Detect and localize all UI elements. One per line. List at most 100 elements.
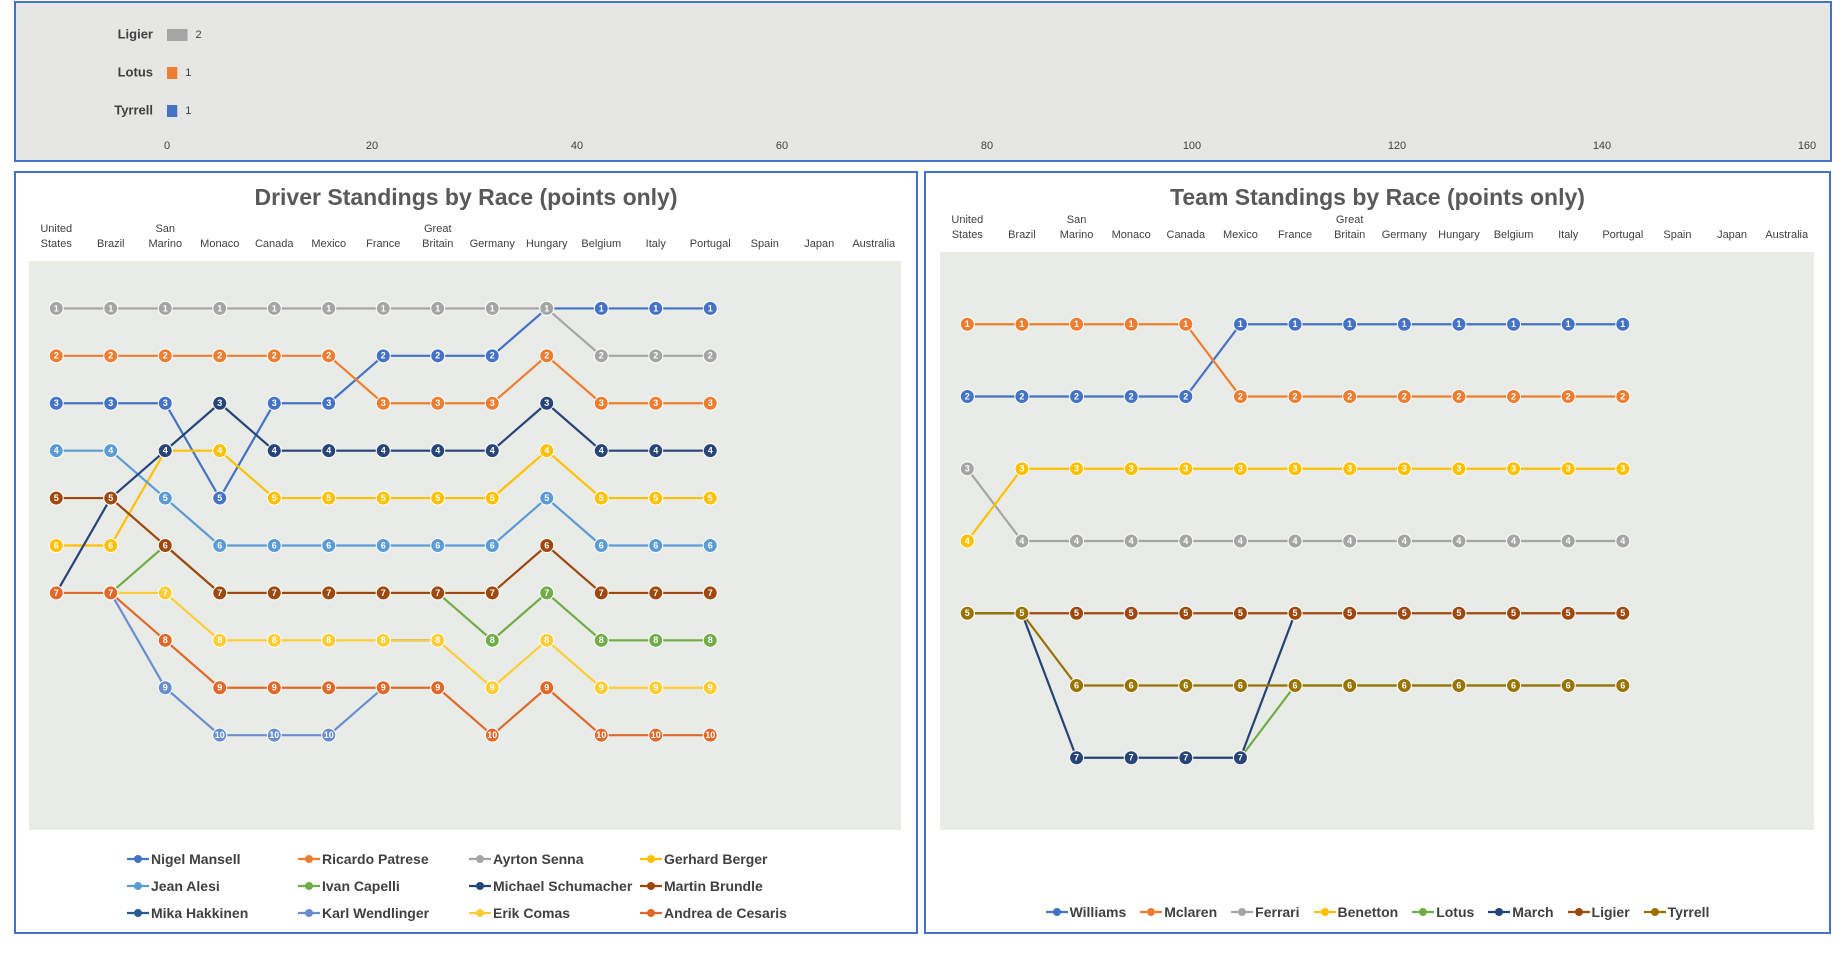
- marker: [1069, 750, 1085, 766]
- marker: [1287, 533, 1303, 549]
- marker: [484, 300, 500, 316]
- marker: [1506, 389, 1522, 404]
- marker-label: 3: [1620, 464, 1625, 474]
- marker-label: 5: [599, 493, 604, 503]
- marker: [1560, 678, 1576, 693]
- marker-label: 2: [544, 351, 549, 361]
- marker-label: 3: [1566, 464, 1571, 474]
- marker: [959, 316, 975, 332]
- marker: [103, 348, 119, 364]
- category-label: Mexico: [1223, 229, 1258, 241]
- marker-label: 5: [1293, 608, 1298, 618]
- marker: [484, 490, 500, 506]
- marker: [1287, 316, 1303, 332]
- series-markers: 2 2 2 2 2 1 1 1 1 1 1 1 1: [959, 316, 1631, 404]
- marker: [1451, 533, 1467, 549]
- marker: [1069, 605, 1085, 621]
- x-tick-label: 60: [776, 140, 788, 152]
- legend-item: Ayrton Senna: [469, 845, 640, 872]
- marker: [321, 395, 337, 411]
- category-label: Australia: [852, 238, 896, 250]
- marker: [157, 490, 173, 506]
- marker: [212, 395, 228, 411]
- marker-label: 10: [487, 730, 497, 740]
- marker: [321, 680, 337, 696]
- marker-label: 2: [490, 351, 495, 361]
- legend-swatch: [127, 908, 149, 917]
- marker: [212, 727, 228, 743]
- marker-label: 3: [1456, 464, 1461, 474]
- marker: [157, 443, 173, 459]
- marker-label: 2: [599, 351, 604, 361]
- marker: [1123, 533, 1139, 549]
- marker: [1342, 678, 1358, 693]
- marker-label: 8: [435, 635, 440, 645]
- marker-label: 4: [54, 446, 59, 456]
- marker-label: 7: [272, 588, 277, 598]
- marker: [1560, 316, 1576, 332]
- marker: [1342, 605, 1358, 621]
- legend-item: Nigel Mansell: [127, 845, 298, 872]
- marker-label: 6: [1238, 680, 1243, 690]
- marker-label: 4: [1511, 536, 1516, 546]
- marker: [375, 490, 391, 506]
- series-markers: 3 4 4 4 4 4 4 4 4 4 4 4 4: [959, 461, 1631, 549]
- legend-label: Ligier: [1591, 903, 1630, 920]
- marker: [1232, 389, 1248, 404]
- marker-label: 1: [1347, 319, 1352, 329]
- marker-label: 5: [653, 493, 658, 503]
- legend: Williams Mclaren Ferrari Benetton Lotus March…: [925, 898, 1830, 925]
- marker: [266, 538, 282, 553]
- marker-label: 2: [381, 351, 386, 361]
- marker-label: 8: [272, 635, 277, 645]
- legend: Nigel Mansell Ricardo Patrese Ayrton Senna…: [127, 845, 811, 926]
- legend-swatch: [1643, 907, 1666, 916]
- marker: [48, 395, 64, 411]
- marker: [266, 348, 282, 364]
- marker-label: 5: [435, 493, 440, 503]
- marker-label: 4: [1183, 536, 1188, 546]
- category-label: San Marino: [1059, 214, 1094, 241]
- marker: [648, 348, 664, 364]
- category-label: Italy: [645, 238, 666, 250]
- legend-item: Ligier: [1567, 898, 1630, 925]
- marker: [484, 395, 500, 411]
- legend-label: Ferrari: [1255, 903, 1300, 920]
- marker-label: 5: [54, 493, 59, 503]
- category-label: Japan: [804, 238, 835, 250]
- marker-label: 4: [1019, 536, 1024, 546]
- marker: [1287, 461, 1303, 477]
- x-tick-label: 20: [366, 140, 378, 152]
- marker-label: 2: [435, 351, 440, 361]
- marker-label: 5: [544, 493, 549, 503]
- marker-label: 5: [326, 493, 331, 503]
- marker: [702, 632, 718, 648]
- legend-marker: [134, 854, 142, 863]
- category-label: France: [1277, 229, 1313, 241]
- marker-label: 10: [324, 730, 334, 740]
- marker: [484, 538, 500, 553]
- legend-item: Mclaren: [1140, 898, 1217, 925]
- marker: [103, 395, 119, 411]
- marker: [484, 443, 500, 459]
- marker: [648, 632, 664, 648]
- marker-label: 2: [708, 351, 713, 361]
- marker-label: 3: [599, 398, 604, 408]
- category-label: Great Britain: [422, 223, 454, 250]
- marker: [430, 632, 446, 648]
- marker-label: 1: [381, 303, 386, 313]
- legend-marker: [1147, 907, 1156, 916]
- series-markers: 1 1 1 1 1 1 1 1 1 1 2 2 2: [48, 300, 718, 364]
- marker: [959, 389, 975, 404]
- marker: [1014, 605, 1030, 621]
- legend-swatch: [1140, 907, 1163, 916]
- marker-label: 1: [272, 303, 277, 313]
- marker-label: 6: [381, 540, 386, 550]
- marker-label: 3: [217, 398, 222, 408]
- marker: [157, 538, 173, 553]
- marker: [1178, 678, 1194, 693]
- marker: [1342, 533, 1358, 549]
- marker-label: 9: [653, 683, 658, 693]
- marker-label: 5: [1074, 608, 1079, 618]
- legend-swatch: [469, 854, 491, 863]
